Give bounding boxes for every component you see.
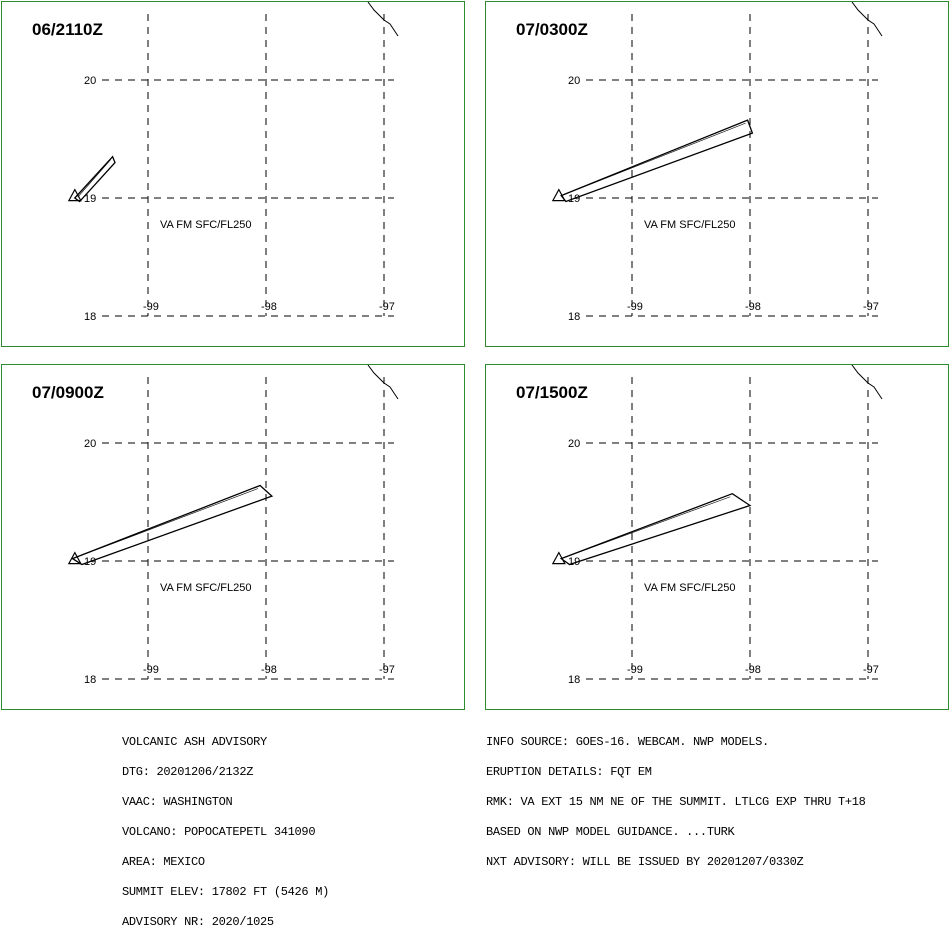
advisory-line: VOLCANIC ASH ADVISORY <box>122 735 267 749</box>
panel-time: 07/0900Z <box>32 383 104 402</box>
lon-tick-label: -99 <box>143 664 159 676</box>
advisory-line: ERUPTION DETAILS: FQT EM <box>486 765 652 779</box>
advisory-text-right: INFO SOURCE: GOES-16. WEBCAM. NWP MODELS… <box>486 717 866 877</box>
lat-tick-label: 20 <box>568 438 580 450</box>
coastline <box>851 2 883 37</box>
map-canvas: 20 19 18 -99 -98 -97 VA FM SFC/FL250 <box>551 365 883 686</box>
ash-cloud-edge <box>564 496 731 558</box>
advisory-text-left: VOLCANIC ASH ADVISORY DTG: 20201206/2132… <box>122 717 329 937</box>
panel-time: 07/0300Z <box>516 20 588 39</box>
lon-tick-label: -97 <box>863 664 879 676</box>
lon-tick-label: -98 <box>745 664 761 676</box>
lat-tick-label: 20 <box>84 438 96 450</box>
lon-tick-label: -97 <box>379 301 395 313</box>
coastline <box>851 365 883 400</box>
lat-tick-label: 20 <box>568 75 580 87</box>
advisory-line: AREA: MEXICO <box>122 855 205 869</box>
ash-cloud-edge <box>564 122 746 195</box>
lon-tick-label: -99 <box>627 301 643 313</box>
va-level-label: VA FM SFC/FL250 <box>160 219 252 231</box>
lon-tick-label: -99 <box>627 664 643 676</box>
advisory-line: VAAC: WASHINGTON <box>122 795 233 809</box>
lon-tick-label: -98 <box>261 301 277 313</box>
volcano-triangle-icon <box>551 551 566 565</box>
advisory-line: INFO SOURCE: GOES-16. WEBCAM. NWP MODELS… <box>486 735 769 749</box>
coastline <box>367 2 399 37</box>
advisory-line: RMK: VA EXT 15 NM NE OF THE SUMMIT. LTLC… <box>486 795 866 809</box>
forecast-panel-1: 20 19 18 -99 -98 -97 VA FM SFC/FL250 06/2110Z <box>1 1 465 347</box>
ash-cloud-polygon <box>560 119 754 203</box>
va-level-label: VA FM SFC/FL250 <box>644 582 736 594</box>
lon-tick-label: -98 <box>745 301 761 313</box>
ash-cloud-polygon <box>559 492 752 566</box>
lat-tick-label: 18 <box>84 311 96 323</box>
forecast-panel-3: 20 19 18 -99 -98 -97 VA FM SFC/FL250 07/0900Z <box>1 364 465 710</box>
va-level-label: VA FM SFC/FL250 <box>160 582 252 594</box>
panel-time: 07/1500Z <box>516 383 588 402</box>
ash-cloud-edge <box>75 488 259 558</box>
advisory-line: VOLCANO: POPOCATEPETL 341090 <box>122 825 316 839</box>
advisory-line: NXT ADVISORY: WILL BE ISSUED BY 20201207… <box>486 855 804 869</box>
volcano-triangle-icon <box>551 188 566 202</box>
lon-tick-label: -97 <box>379 664 395 676</box>
advisory-line: DTG: 20201206/2132Z <box>122 765 254 779</box>
lat-tick-label: 19 <box>84 193 96 205</box>
advisory-line: BASED ON NWP MODEL GUIDANCE. ...TURK <box>486 825 735 839</box>
map-canvas: 20 19 18 -99 -98 -97 VA FM SFC/FL250 <box>67 2 399 323</box>
lat-tick-label: 18 <box>568 674 580 686</box>
lon-tick-label: -99 <box>143 301 159 313</box>
lat-tick-label: 18 <box>568 311 580 323</box>
ash-cloud-edge <box>77 159 111 198</box>
forecast-panel-4: 20 19 18 -99 -98 -97 VA FM SFC/FL250 07/1500Z <box>485 364 949 710</box>
volcano-triangle-icon <box>67 551 82 565</box>
volcano-triangle-icon <box>67 188 82 202</box>
va-level-label: VA FM SFC/FL250 <box>644 219 736 231</box>
forecast-panel-2: 20 19 18 -99 -98 -97 VA FM SFC/FL250 07/0300Z <box>485 1 949 347</box>
coastline <box>367 365 399 400</box>
lon-tick-label: -97 <box>863 301 879 313</box>
ash-cloud-polygon <box>71 484 274 566</box>
lat-tick-label: 20 <box>84 75 96 87</box>
panel-time: 06/2110Z <box>32 20 103 39</box>
lat-tick-label: 19 <box>568 556 580 568</box>
advisory-line: ADVISORY NR: 2020/1025 <box>122 915 274 929</box>
lon-tick-label: -98 <box>261 664 277 676</box>
advisory-line: SUMMIT ELEV: 17802 FT (5426 M) <box>122 885 330 899</box>
lat-tick-label: 18 <box>84 674 96 686</box>
